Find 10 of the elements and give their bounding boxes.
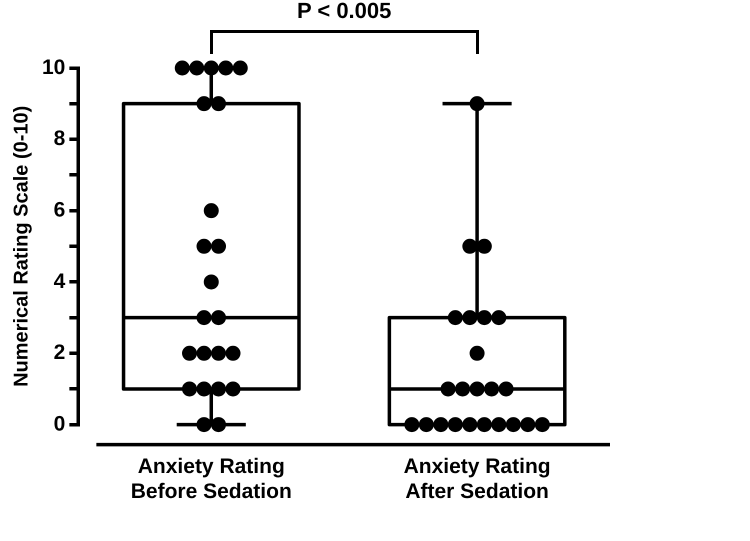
- text: P < 0.005: [296, 0, 392, 24]
- x-tick-label: Anxiety Rating Before Sedation: [130, 454, 292, 504]
- y-tick-label: 8: [54, 127, 66, 150]
- y-tick-label: 6: [54, 198, 66, 222]
- y-tick-label: 0: [54, 412, 66, 436]
- x-tick-label: Anxiety Rating After Sedation: [404, 454, 551, 504]
- y-tick-label: 2: [54, 341, 66, 364]
- y-tick-label: 4: [54, 270, 66, 293]
- y-tick-label: 10: [42, 56, 66, 79]
- y-axis-title: Numerical Rating Scale (0-10): [10, 106, 33, 387]
